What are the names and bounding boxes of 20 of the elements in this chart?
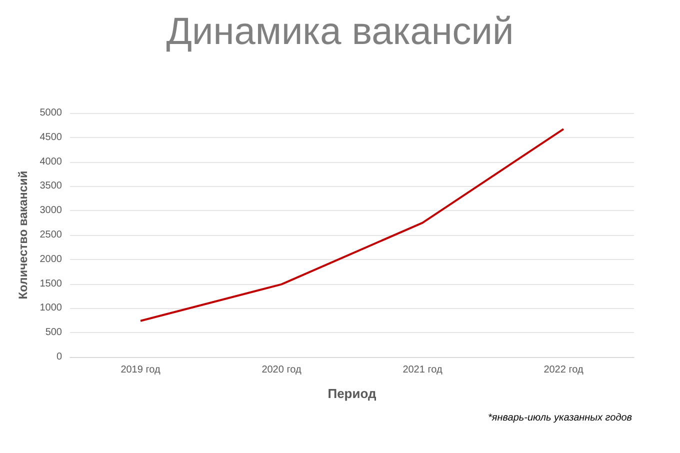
x-tick-label: 2019 год: [120, 364, 160, 376]
x-tick-label: 2021 год: [402, 364, 442, 376]
y-tick-label: 0: [56, 352, 62, 362]
x-axis-title: Период: [328, 386, 378, 401]
y-tick-label: 1000: [40, 302, 62, 314]
line-series: [140, 128, 564, 322]
y-axis-title: Количество вакансий: [16, 170, 30, 300]
text: *январь-июль указанных годов: [488, 412, 632, 424]
y-tick-label: 1500: [40, 278, 62, 290]
y-tick-label: 5000: [40, 108, 62, 118]
y-tick-label: 4500: [40, 132, 62, 143]
y-tick-label: 3000: [40, 205, 62, 216]
y-tick-label: 3500: [40, 180, 62, 192]
x-tick-label: 2020 год: [262, 364, 302, 376]
y-tick-label: 4000: [40, 156, 62, 168]
x-tick-label: 2022 год: [544, 364, 584, 376]
chart-title: Динамика вакансий: [166, 11, 514, 53]
y-tick-label: 500: [45, 327, 62, 338]
y-tick-label: 2500: [40, 230, 62, 240]
y-tick-label: 2000: [40, 254, 62, 265]
